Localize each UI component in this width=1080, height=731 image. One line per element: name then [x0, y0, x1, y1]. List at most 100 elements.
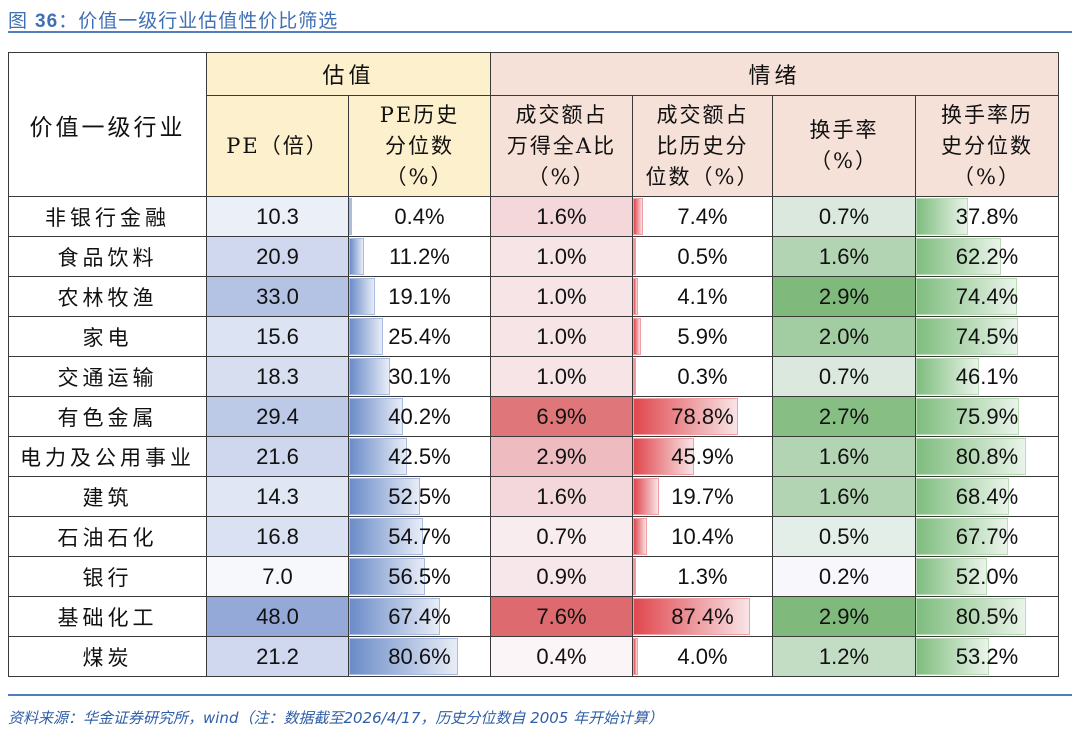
- cell-value: 37.8%: [955, 203, 1019, 229]
- share-pct-cell: 4.1%: [632, 276, 773, 317]
- data-bar: [916, 198, 968, 235]
- industry-cell: 交通运输: [8, 356, 207, 397]
- data-bar: [916, 278, 1018, 315]
- source-divider: [8, 694, 1072, 696]
- cell-value: 0.2%: [818, 563, 870, 589]
- header-line: 换手率历: [941, 102, 1033, 127]
- cell-value: 62.2%: [955, 243, 1019, 269]
- header-columns-row: PE（倍） PE历史 分位数 （%） 成交额占 万得全A比 （%） 成交额占 比历史分 位数（%）…: [9, 95, 1059, 197]
- cell-value: 4.1%: [677, 283, 728, 309]
- data-bar: [916, 438, 1027, 475]
- data-bar: [916, 558, 987, 595]
- header-group-sentiment: 情绪: [490, 52, 1059, 96]
- header-share-pct: 成交额占 比历史分 位数（%）: [632, 95, 773, 197]
- data-bar: [916, 238, 1001, 275]
- cell-value: 11.2%: [389, 243, 450, 269]
- pe-pct-cell: 0.4%: [348, 196, 491, 237]
- cell-value: 1.6%: [818, 483, 870, 509]
- cell-value: 0.7%: [818, 363, 870, 389]
- cell-value: 30.1%: [388, 363, 451, 389]
- share-cell: 1.0%: [490, 236, 633, 277]
- turnover-cell: 1.6%: [772, 436, 916, 477]
- industry-cell: 电力及公用事业: [8, 436, 207, 477]
- industry-cell: 银行: [8, 556, 207, 597]
- table-row: 农林牧渔 33.0 19.1% 1.0% 4.1% 2.9% 74.4%: [8, 276, 1059, 317]
- cell-value: 78.8%: [671, 403, 734, 429]
- data-bar: [349, 198, 352, 235]
- pe-pct-cell: 52.5%: [348, 476, 491, 517]
- cell-value: 80.8%: [955, 443, 1019, 469]
- industry-cell: 家电: [8, 316, 207, 357]
- cell-value: 21.2: [256, 643, 299, 669]
- cell-value: 0.5%: [677, 243, 728, 269]
- cell-value: 2.9%: [818, 283, 870, 309]
- share-cell: 7.6%: [490, 596, 633, 637]
- data-bar: [349, 438, 407, 475]
- turnover-pct-cell: 80.5%: [915, 596, 1059, 637]
- data-bar: [916, 518, 1009, 555]
- header-line: 换手率: [809, 118, 879, 142]
- data-bar: [349, 318, 384, 355]
- table-row: 建筑 14.3 52.5% 1.6% 19.7% 1.6% 68.4%: [8, 476, 1059, 517]
- data-bar: [916, 638, 989, 675]
- table-row: 煤炭 21.2 80.6% 0.4% 4.0% 1.2% 53.2%: [8, 636, 1059, 677]
- header-pe: PE（倍）: [206, 95, 349, 197]
- turnover-cell: 1.6%: [772, 236, 916, 277]
- data-bar: [633, 598, 750, 635]
- cell-value: 45.9%: [671, 443, 734, 469]
- industry-cell: 建筑: [8, 476, 207, 517]
- data-bar: [633, 438, 695, 475]
- cell-value: 1.6%: [818, 243, 870, 269]
- cell-value: 16.8: [256, 523, 299, 549]
- cell-value: 1.2%: [818, 643, 870, 669]
- pe-pct-cell: 42.5%: [348, 436, 491, 477]
- turnover-pct-cell: 46.1%: [915, 356, 1059, 397]
- pe-cell: 29.4: [206, 396, 349, 437]
- pe-cell: 16.8: [206, 516, 349, 557]
- data-bar: [349, 278, 375, 315]
- data-bar: [349, 398, 404, 435]
- turnover-pct-cell: 80.8%: [915, 436, 1059, 477]
- pe-cell: 7.0: [206, 556, 349, 597]
- valuation-sentiment-table: 价值一级行业 估值 情绪 PE（倍） PE历史 分位数 （%） 成交额占 万得全A比 （%）…: [8, 52, 1059, 677]
- cell-value: 1.6%: [536, 483, 587, 509]
- cell-value: 40.2%: [388, 403, 451, 429]
- pe-cell: 15.6: [206, 316, 349, 357]
- industry-cell: 石油石化: [8, 516, 207, 557]
- header-share: 成交额占 万得全A比 （%）: [490, 95, 633, 197]
- cell-value: 56.5%: [388, 563, 451, 589]
- header-line: PE历史: [379, 102, 460, 127]
- cell-value: 6.9%: [536, 403, 587, 429]
- turnover-cell: 0.7%: [772, 196, 916, 237]
- turnover-cell: 2.9%: [772, 276, 916, 317]
- turnover-cell: 2.0%: [772, 316, 916, 357]
- data-bar: [349, 638, 459, 675]
- table-row: 银行 7.0 56.5% 0.9% 1.3% 0.2% 52.0%: [8, 556, 1059, 597]
- industry-cell: 基础化工: [8, 596, 207, 637]
- data-bar: [349, 558, 426, 595]
- data-bar: [916, 598, 1026, 635]
- cell-value: 0.9%: [536, 563, 587, 589]
- header-line: 分位数: [385, 133, 454, 158]
- cell-value: 0.4%: [536, 643, 587, 669]
- cell-value: 15.6: [256, 323, 299, 349]
- pe-pct-cell: 54.7%: [348, 516, 491, 557]
- pe-pct-cell: 30.1%: [348, 356, 491, 397]
- turnover-pct-cell: 62.2%: [915, 236, 1059, 277]
- cell-value: 1.0%: [536, 323, 587, 349]
- share-pct-cell: 19.7%: [632, 476, 773, 517]
- data-bar: [349, 598, 441, 635]
- cell-value: 2.7%: [818, 403, 870, 429]
- cell-value: 87.4%: [671, 603, 734, 629]
- cell-value: 80.5%: [955, 603, 1019, 629]
- data-bar: [633, 318, 641, 355]
- cell-value: 7.0: [262, 563, 293, 589]
- cell-value: 52.0%: [955, 563, 1019, 589]
- cell-value: 10.4%: [671, 523, 734, 549]
- pe-pct-cell: 67.4%: [348, 596, 491, 637]
- data-bar: [349, 358, 390, 395]
- cell-value: 0.7%: [536, 523, 587, 549]
- figure-title: 图 36：价值一级行业估值性价比筛选: [8, 6, 338, 33]
- industry-cell: 煤炭: [8, 636, 207, 677]
- header-line: PE（倍）: [226, 133, 329, 158]
